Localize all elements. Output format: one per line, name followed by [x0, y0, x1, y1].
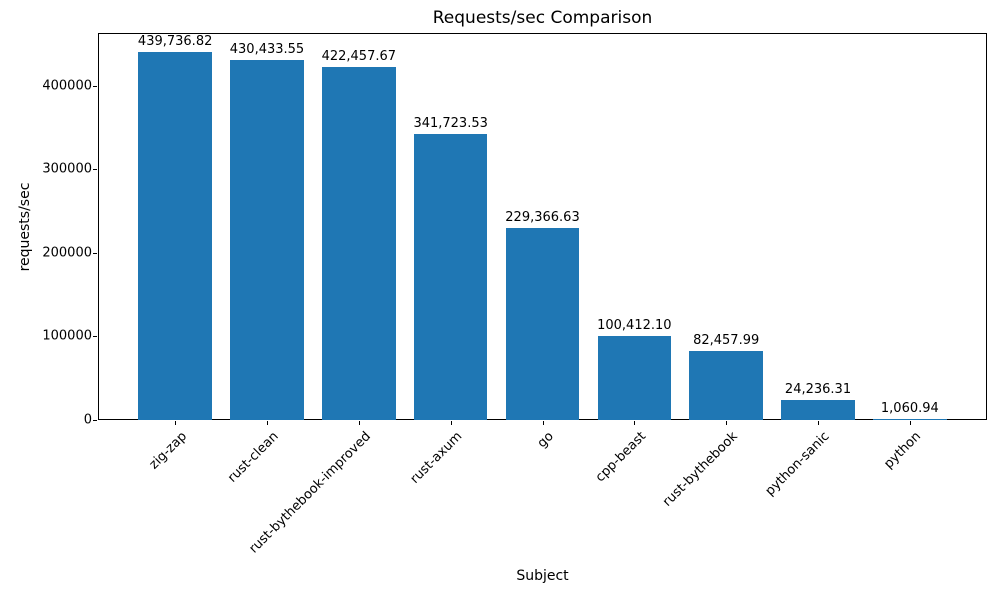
bar-rust-bythebook-improved	[322, 66, 396, 420]
x-tick-mark	[726, 421, 728, 425]
bar-value-label: 1,060.94	[880, 401, 939, 417]
x-tick-mark	[358, 421, 360, 425]
x-tick-label: rust-axum	[407, 429, 466, 487]
y-tick-label: 400000	[42, 78, 92, 94]
y-tick-label: 300000	[42, 161, 92, 177]
y-tick-mark	[93, 336, 97, 338]
x-tick-mark	[818, 421, 820, 425]
bar-python-sanic	[781, 399, 855, 420]
y-tick-label: 0	[83, 412, 92, 428]
y-tick-label: 100000	[42, 328, 92, 344]
chart-title: Requests/sec Comparison	[432, 8, 653, 28]
x-tick-mark	[450, 421, 452, 425]
y-tick-label: 200000	[42, 245, 92, 261]
x-axis-label: Subject	[516, 568, 569, 584]
y-tick-mark	[93, 85, 97, 87]
x-tick-label: go	[535, 429, 558, 452]
bar-python	[873, 419, 947, 421]
x-tick-mark	[175, 421, 177, 425]
bar-cpp-beast	[597, 336, 672, 420]
x-tick-label: rust-bythebook	[660, 429, 741, 510]
y-tick-mark	[93, 169, 97, 171]
bar-value-label: 341,723.53	[413, 116, 488, 132]
bar-rust-axum	[413, 134, 488, 420]
bar-value-label: 439,736.82	[137, 34, 213, 50]
bar-rust-bythebook	[689, 351, 763, 420]
x-tick-label: python-sanic	[762, 429, 833, 499]
x-tick-mark	[542, 421, 544, 425]
bar-rust-clean	[230, 60, 304, 420]
bar-value-label: 422,457.67	[321, 48, 397, 64]
bar-zig-zap	[138, 52, 212, 420]
bar-value-label: 430,433.55	[229, 42, 305, 58]
bar-value-label: 229,366.63	[505, 210, 580, 226]
bar-value-label: 82,457.99	[693, 333, 760, 349]
x-tick-label: python	[881, 429, 925, 472]
bar-go	[505, 228, 580, 420]
x-tick-mark	[909, 421, 911, 425]
y-axis-label: requests/sec	[17, 182, 33, 272]
x-tick-label: zig-zap	[146, 429, 190, 473]
x-tick-mark	[634, 421, 636, 425]
y-tick-mark	[93, 420, 97, 421]
x-tick-label: cpp-beast	[592, 429, 649, 486]
x-tick-label: rust-clean	[224, 429, 282, 486]
bar-value-label: 100,412.10	[597, 318, 672, 334]
y-tick-mark	[93, 252, 97, 254]
x-tick-mark	[266, 421, 268, 425]
bar-value-label: 24,236.31	[784, 381, 852, 397]
